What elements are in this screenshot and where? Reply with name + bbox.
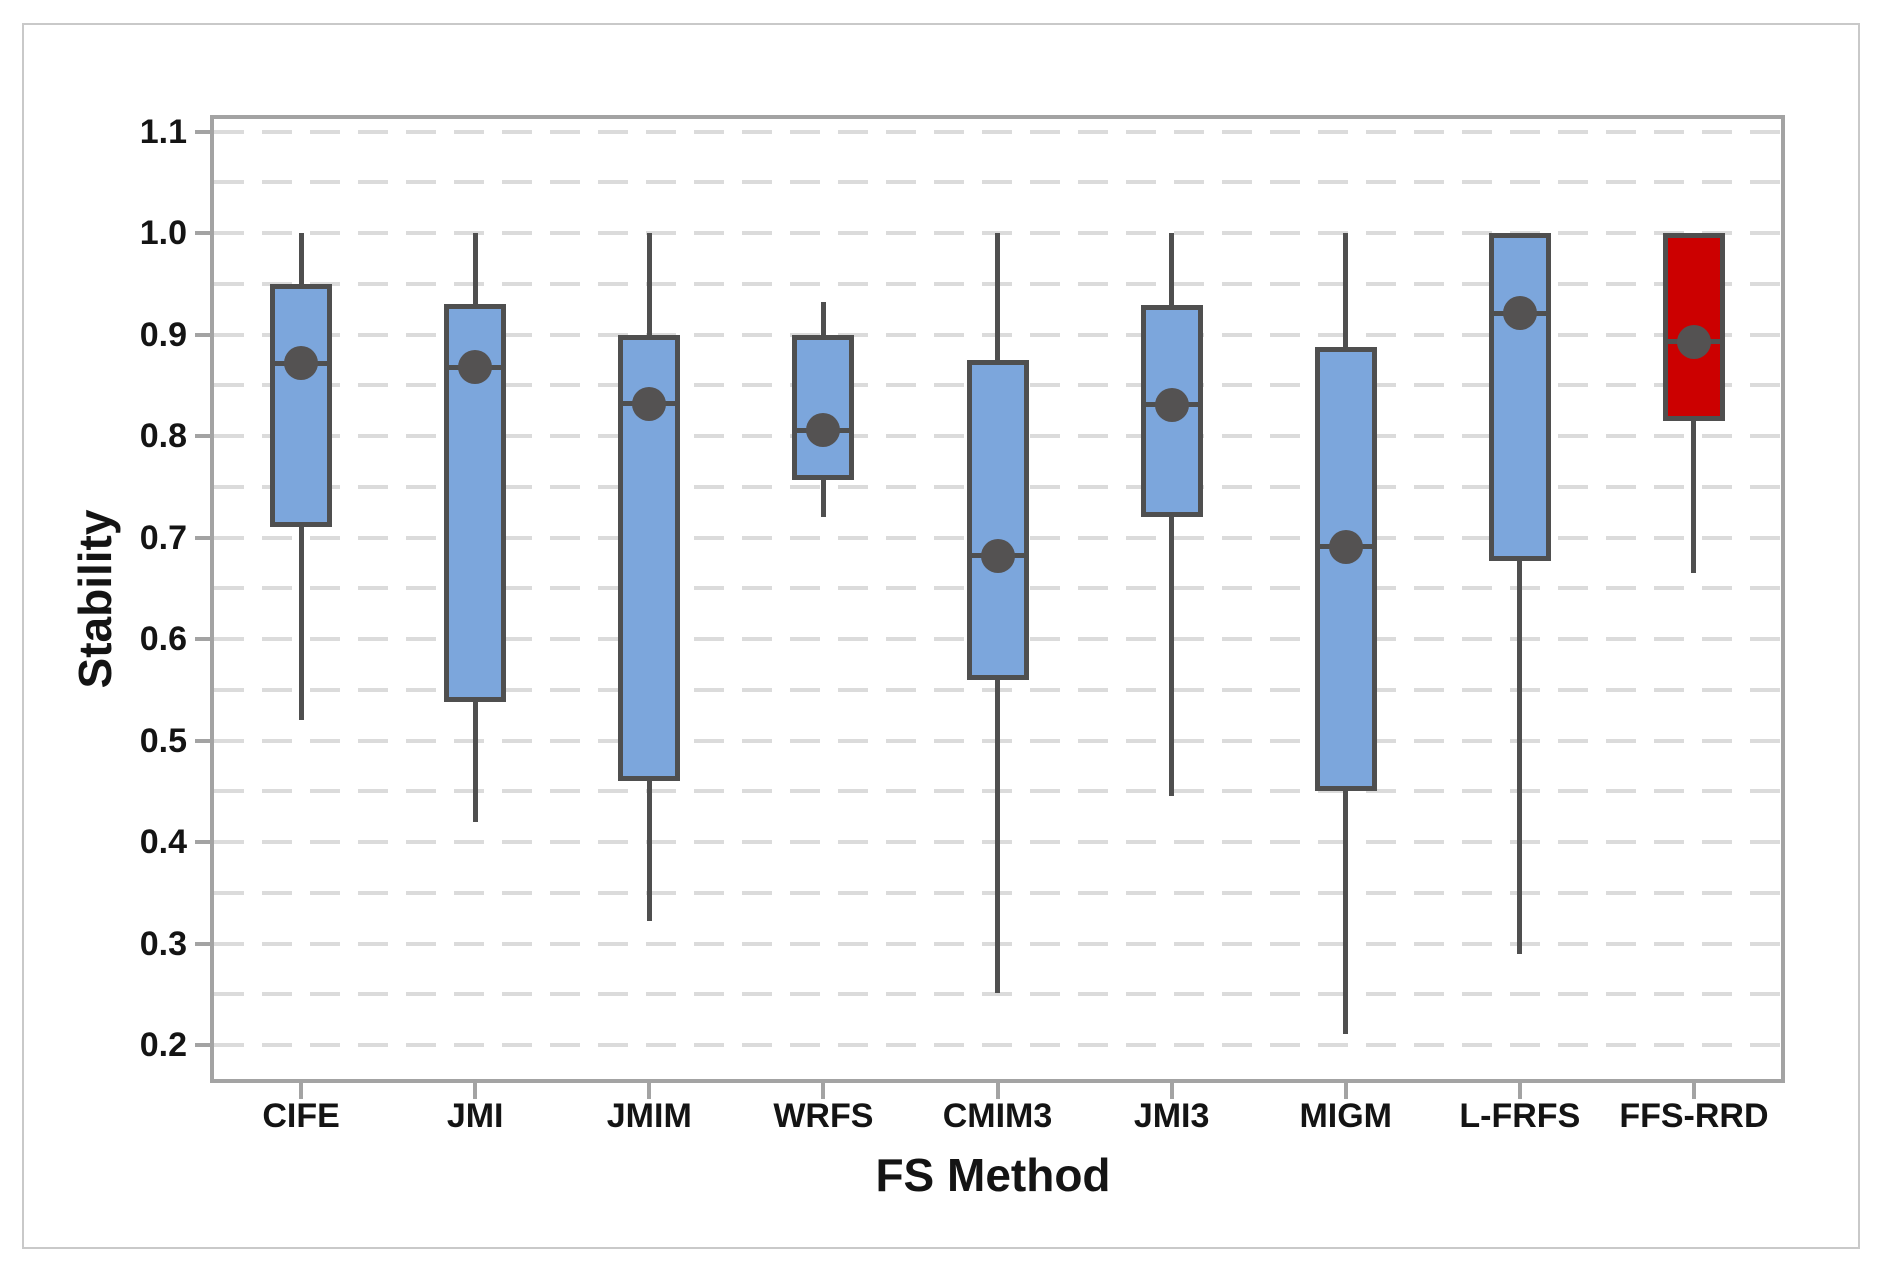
gridline <box>214 992 1781 997</box>
y-tick-mark <box>195 941 210 946</box>
y-tick-label: 0.4 <box>139 823 187 862</box>
y-tick-label: 0.8 <box>139 417 187 456</box>
x-tick-label-WRFS: WRFS <box>773 1097 874 1135</box>
mean-dot-L-FRFS <box>1502 296 1537 331</box>
x-tick-mark <box>1517 1083 1522 1099</box>
y-tick-mark <box>195 231 210 236</box>
x-tick-mark <box>821 1083 826 1099</box>
x-tick-mark <box>1691 1083 1696 1099</box>
plot-area <box>210 115 1785 1083</box>
y-tick-label: 0.6 <box>139 620 187 659</box>
mean-dot-JMI3 <box>1154 387 1189 422</box>
x-axis-title: FS Method <box>875 1149 1111 1201</box>
y-tick-mark <box>195 332 210 337</box>
y-tick-label: 0.9 <box>139 315 187 354</box>
box-CIFE <box>270 283 333 528</box>
y-tick-mark <box>195 434 210 439</box>
mean-dot-CMIM3 <box>980 538 1015 573</box>
mean-dot-MIGM <box>1328 529 1363 564</box>
x-tick-label-FFS-RRD: FFS-RRD <box>1619 1097 1769 1135</box>
y-tick-label: 0.5 <box>139 721 187 760</box>
gridline <box>214 129 1781 134</box>
mean-dot-FFS-RRD <box>1676 324 1711 359</box>
y-tick-mark <box>195 1043 210 1047</box>
y-tick-mark <box>195 535 210 540</box>
mean-dot-CIFE <box>284 346 319 381</box>
y-tick-mark <box>195 738 210 743</box>
y-tick-label: 1.1 <box>139 112 187 151</box>
y-tick-mark <box>195 129 210 134</box>
x-tick-mark <box>995 1083 1000 1099</box>
x-tick-label-MIGM: MIGM <box>1299 1097 1392 1135</box>
x-tick-label-CMIM3: CMIM3 <box>942 1097 1053 1135</box>
figure-border <box>22 23 1860 1249</box>
gridline <box>214 1043 1781 1047</box>
y-tick-label: 0.2 <box>139 1026 187 1064</box>
box-CMIM3 <box>966 360 1029 680</box>
box-WRFS <box>792 334 855 480</box>
whisker-L-FRFS <box>1517 233 1523 954</box>
y-tick-label: 0.3 <box>139 924 187 963</box>
x-tick-mark <box>1343 1083 1348 1099</box>
y-tick-label: 1.0 <box>139 214 187 253</box>
mean-dot-JMI <box>458 350 493 385</box>
mean-dot-WRFS <box>806 413 841 448</box>
y-tick-label: 0.7 <box>139 518 187 557</box>
x-tick-mark <box>473 1083 478 1099</box>
x-tick-label-JMIM: JMIM <box>606 1097 692 1135</box>
gridline <box>214 180 1781 185</box>
x-tick-label-CIFE: CIFE <box>262 1097 340 1135</box>
x-tick-label-JMI3: JMI3 <box>1133 1097 1210 1135</box>
x-tick-label-JMI: JMI <box>446 1097 504 1135</box>
x-tick-mark <box>647 1083 652 1099</box>
y-tick-mark <box>195 637 210 642</box>
y-tick-mark <box>195 840 210 845</box>
box-MIGM <box>1314 346 1377 792</box>
box-L-FRFS <box>1488 233 1551 561</box>
x-tick-mark <box>299 1083 304 1099</box>
mean-dot-JMIM <box>632 386 667 421</box>
y-axis-title: Stability <box>69 509 121 689</box>
x-tick-label-L-FRFS: L-FRFS <box>1459 1097 1581 1135</box>
x-tick-mark <box>1169 1083 1174 1099</box>
